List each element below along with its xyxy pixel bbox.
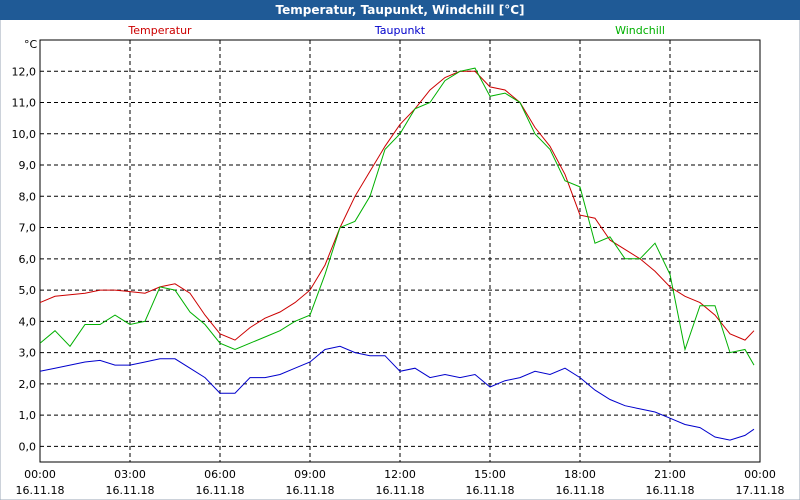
- y-tick-label: 9,0: [19, 159, 37, 172]
- legend-label: Windchill: [615, 24, 665, 37]
- y-unit: °C: [24, 38, 38, 51]
- y-tick-label: 3,0: [19, 347, 37, 360]
- title-bar: [0, 0, 800, 20]
- x-tick-label: 21:00 16.11.18: [646, 468, 695, 497]
- legend-label: Taupunkt: [374, 24, 426, 37]
- data-line: [39, 67, 755, 366]
- legend-label: Temperatur: [127, 24, 192, 37]
- plot-frame: [39, 39, 761, 463]
- y-tick-label: 12,0: [12, 65, 37, 78]
- y-tick-label: 6,0: [19, 253, 37, 266]
- x-tick-label: 03:00 16.11.18: [106, 468, 155, 497]
- y-tick-label: 1,0: [19, 409, 37, 422]
- x-tick-label: 00:00 17.11.18: [736, 468, 785, 497]
- y-tick-label: 5,0: [19, 284, 37, 297]
- x-tick-label: 00:00 16.11.18: [16, 468, 65, 497]
- y-tick-label: 11,0: [12, 97, 37, 110]
- x-tick-label: 06:00 16.11.18: [196, 468, 245, 497]
- x-tick-label: 18:00 16.11.18: [556, 468, 605, 497]
- y-tick-label: 0,0: [19, 440, 37, 453]
- y-tick-label: 7,0: [19, 222, 37, 235]
- x-tick-label: 09:00 16.11.18: [286, 468, 335, 497]
- y-tick-label: 4,0: [19, 315, 37, 328]
- y-tick-label: 2,0: [19, 378, 37, 391]
- y-tick-label: 10,0: [12, 128, 37, 141]
- x-tick-label: 12:00 16.11.18: [376, 468, 425, 497]
- chart-title: Temperatur, Taupunkt, Windchill [°C]: [276, 3, 525, 17]
- data-line: [39, 345, 755, 441]
- x-tick-label: 15:00 16.11.18: [466, 468, 515, 497]
- y-tick-label: 8,0: [19, 190, 37, 203]
